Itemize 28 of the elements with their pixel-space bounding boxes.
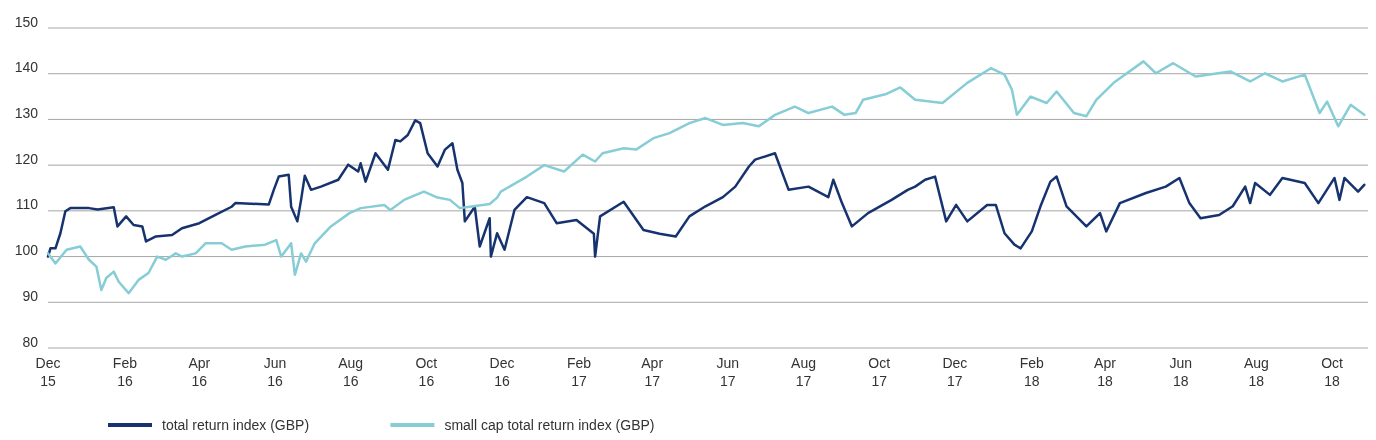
x-tick-label: Aug 17 <box>791 355 816 389</box>
y-tick-label: 100 <box>14 242 39 259</box>
y-tick-label: 80 <box>22 333 39 350</box>
x-tick-label: Jun 16 <box>263 355 287 389</box>
y-tick-label: 140 <box>14 59 39 76</box>
y-tick-label: 120 <box>14 150 39 167</box>
y-tick-label: 150 <box>14 13 39 30</box>
legend-label: total return index (GBP) <box>162 417 310 433</box>
y-tick-label: 130 <box>14 105 39 122</box>
y-tick-label: 90 <box>22 287 39 304</box>
x-tick-label: Feb 18 <box>1019 355 1045 389</box>
x-tick-label: Apr 16 <box>188 355 211 389</box>
x-tick-label: Dec 16 <box>489 355 515 389</box>
x-tick-label: Oct 17 <box>868 355 891 389</box>
x-tick-label: Feb 17 <box>566 355 592 389</box>
x-tick-label: Aug 18 <box>1243 355 1269 389</box>
x-tick-label: Dec 17 <box>942 355 968 389</box>
x-tick-label: Jun 17 <box>716 355 740 389</box>
y-tick-label: 110 <box>15 196 39 213</box>
x-tick-label: Apr 18 <box>1094 355 1117 389</box>
x-tick-label: Dec 15 <box>35 355 61 389</box>
x-tick-label: Oct 16 <box>415 355 438 389</box>
legend-label: small cap total return index (GBP) <box>444 417 655 433</box>
x-tick-label: Feb 16 <box>112 355 138 389</box>
x-tick-label: Jun 18 <box>1169 355 1192 389</box>
x-tick-label: Apr 17 <box>641 355 664 389</box>
x-tick-label: Oct 18 <box>1321 355 1344 389</box>
x-tick-label: Aug 16 <box>338 355 364 389</box>
